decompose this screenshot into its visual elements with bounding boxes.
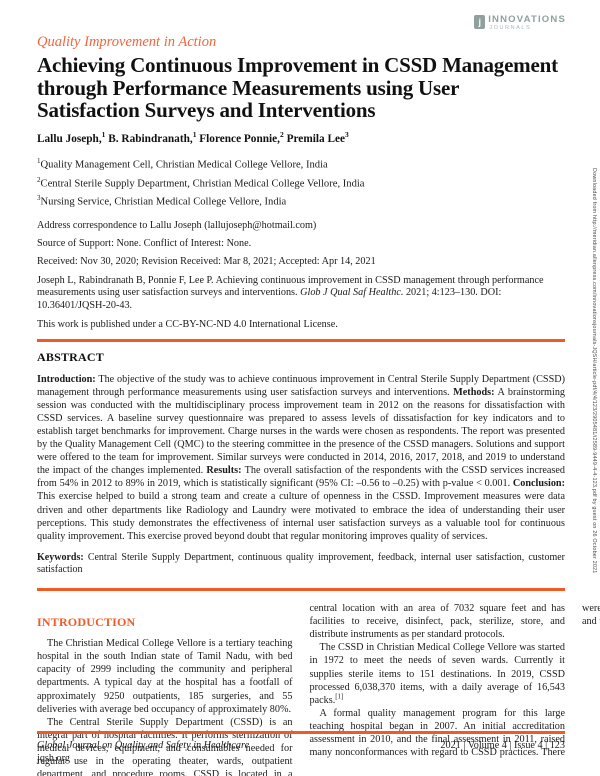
- page-footer: Global Journal on Quality and Safety in …: [37, 731, 565, 765]
- section-divider-rule: [37, 588, 565, 592]
- affiliation-line: 3Nursing Service, Christian Medical Coll…: [37, 194, 287, 208]
- footer-journal-site: jqsh.org: [37, 752, 70, 764]
- affiliation-line: 1Quality Management Cell, Christian Medi…: [37, 157, 328, 171]
- abstract-label-methods: Methods:: [453, 386, 495, 398]
- footer-issue-info: 2021 | Volume 4 | Issue 4 | 123: [440, 740, 565, 751]
- keywords-label: Keywords:: [37, 551, 84, 563]
- introduction-columns: INTRODUCTION The Christian Medical Colle…: [37, 602, 600, 776]
- footer-row: Global Journal on Quality and Safety in …: [37, 740, 565, 765]
- article-title: Achieving Continuous Improvement in CSSD…: [37, 53, 558, 122]
- affiliation-line: 2Central Sterile Supply Department, Chri…: [37, 175, 365, 190]
- abstract-label-introduction: Introduction:: [37, 373, 96, 385]
- affiliation-list: 1Quality Management Cell, Christian Medi…: [37, 154, 565, 210]
- abstract-heading: ABSTRACT: [37, 349, 104, 364]
- citation-journal-abbrev: Glob J Qual Saf Healthc.: [300, 287, 404, 299]
- introduction-heading: INTRODUCTION: [37, 615, 136, 630]
- footer-journal-block: Global Journal on Quality and Safety in …: [37, 740, 249, 765]
- introduction-paragraph: The CSSD in Christian Medical College Ve…: [309, 642, 566, 706]
- correspondence-line: Address correspondence to Lallu Joseph (…: [37, 219, 317, 231]
- received-line: Received: Nov 30, 2020; Revision Receive…: [37, 255, 376, 267]
- author-affiliation-marker: 1: [192, 130, 197, 140]
- introduction-paragraph: The Central Sterile Supply Department (C…: [37, 603, 565, 776]
- logo-line-journals: JOURNALS: [489, 25, 532, 31]
- author: Premila Lee3: [283, 130, 349, 146]
- footer-rule: [37, 731, 565, 734]
- license-line: This work is published under a CC-BY-NC-…: [37, 318, 338, 330]
- abstract-label-conclusion: Conclusion:: [512, 478, 565, 490]
- author: B. Rabindranath,1: [105, 130, 197, 146]
- article-category: Quality Improvement in Action: [37, 34, 217, 50]
- author-affiliation-marker: 3: [345, 130, 349, 140]
- support-line: Source of Support: None. Conflict of Int…: [37, 237, 252, 249]
- innovations-journals-logo: j INNOVATIONS JOURNALS: [474, 15, 566, 32]
- journal-logo-icon: j: [474, 15, 486, 29]
- author-affiliation-marker: 2: [280, 130, 284, 140]
- logo-line-innovations: INNOVATIONS: [488, 14, 566, 25]
- article-content: Quality Improvement in Action Achieving …: [0, 34, 600, 776]
- author: Florence Ponnie,2: [196, 130, 284, 146]
- keywords-line: Keywords: Central Sterile Supply Departm…: [37, 551, 565, 576]
- footer-journal-name: Global Journal on Quality and Safety in …: [37, 740, 250, 751]
- section-divider-rule: [37, 338, 565, 342]
- abstract-label-results: Results:: [206, 465, 242, 477]
- abstract-paragraph: Introduction: The objective of the study…: [37, 373, 566, 542]
- download-watermark: Downloaded from http://meridian.allenpre…: [591, 168, 597, 574]
- author-line: Lallu Joseph,1 B. Rabindranath,1 Florenc…: [37, 131, 565, 146]
- reference-marker: [1]: [335, 693, 344, 701]
- journal-logo-text: INNOVATIONS JOURNALS: [488, 15, 566, 32]
- citation-block: Joseph L, Rabindranath B, Ponnie F, Lee …: [37, 274, 544, 312]
- author-affiliation-marker: 1: [101, 130, 106, 140]
- introduction-paragraph: The Christian Medical College Vellore is…: [37, 638, 293, 715]
- author: Lallu Joseph,1: [37, 130, 106, 146]
- introduction-paragraph: A formal quality management program for …: [309, 603, 600, 759]
